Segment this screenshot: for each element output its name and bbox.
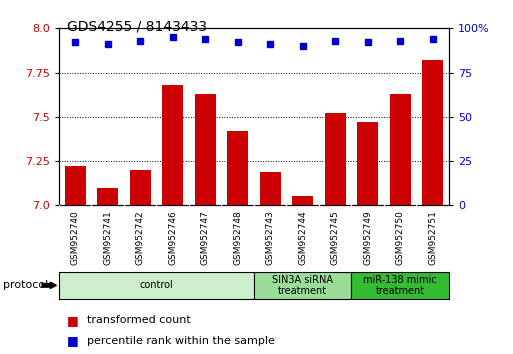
Text: ■: ■ (67, 314, 78, 327)
Text: ■: ■ (67, 334, 78, 347)
Text: GSM952746: GSM952746 (168, 211, 177, 265)
Text: GSM952751: GSM952751 (428, 211, 437, 266)
Text: transformed count: transformed count (87, 315, 191, 325)
Text: GSM952743: GSM952743 (266, 211, 274, 265)
Bar (254, 272, 351, 299)
Text: miR-138 mimic
treatment: miR-138 mimic treatment (363, 274, 437, 296)
Bar (59, 272, 254, 299)
Text: GSM952749: GSM952749 (363, 211, 372, 265)
Bar (162, 85, 183, 205)
Text: GSM952744: GSM952744 (298, 211, 307, 265)
Bar (422, 60, 443, 205)
Bar (260, 172, 281, 205)
Text: percentile rank within the sample: percentile rank within the sample (87, 336, 275, 346)
Bar (389, 94, 411, 205)
Text: SIN3A siRNA
treatment: SIN3A siRNA treatment (272, 274, 333, 296)
Text: GSM952742: GSM952742 (136, 211, 145, 265)
Text: GSM952745: GSM952745 (331, 211, 340, 265)
Text: GDS4255 / 8143433: GDS4255 / 8143433 (67, 19, 207, 34)
Bar (351, 272, 449, 299)
Text: control: control (140, 280, 173, 290)
Bar (194, 94, 216, 205)
Text: GSM952741: GSM952741 (103, 211, 112, 265)
Bar (292, 196, 313, 205)
Bar (97, 188, 119, 205)
Text: GSM952748: GSM952748 (233, 211, 242, 265)
Bar (130, 170, 151, 205)
Bar (227, 131, 248, 205)
Bar (357, 122, 378, 205)
Text: GSM952747: GSM952747 (201, 211, 210, 265)
Text: GSM952750: GSM952750 (396, 211, 405, 266)
Text: GSM952740: GSM952740 (71, 211, 80, 265)
Bar (325, 113, 346, 205)
Text: protocol: protocol (3, 280, 48, 290)
Bar (65, 166, 86, 205)
